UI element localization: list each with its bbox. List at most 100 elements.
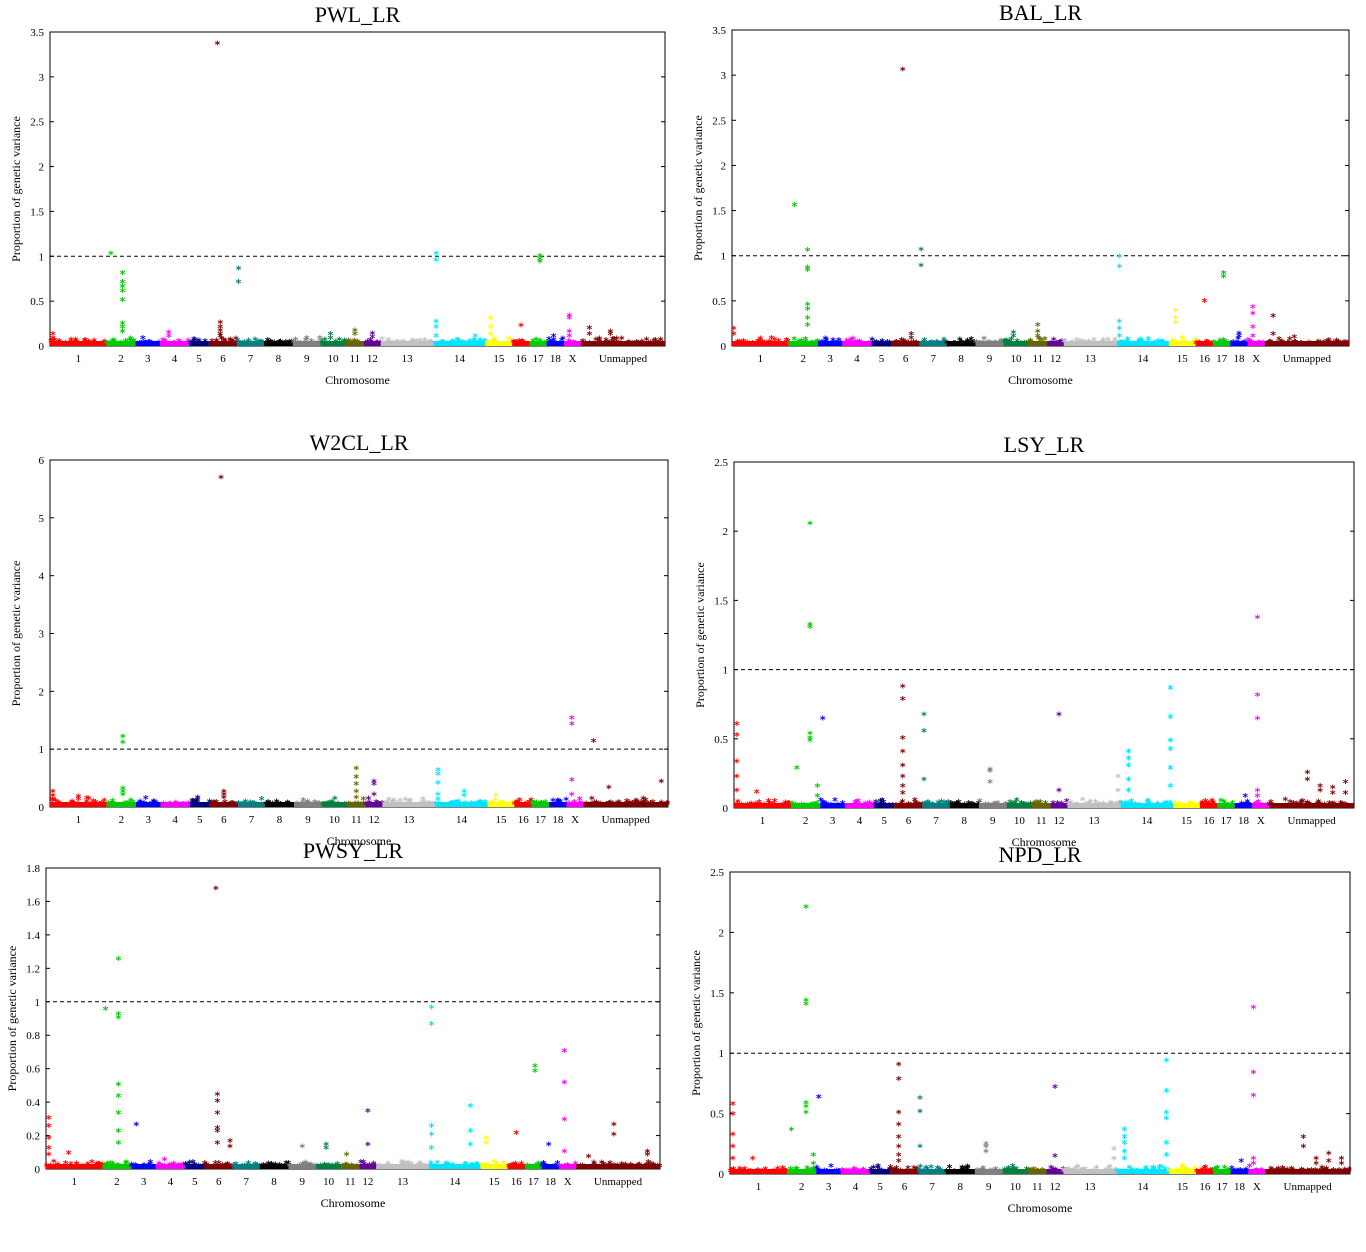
snp-point: * <box>900 760 906 773</box>
chromosome-label: 2 <box>118 353 124 365</box>
background-point: * <box>1293 800 1299 813</box>
background-point: * <box>69 337 75 350</box>
snp-point: * <box>493 791 499 804</box>
background-point: * <box>868 1166 874 1179</box>
background-point: * <box>919 799 925 812</box>
chromosome-band <box>238 802 265 807</box>
background-point: * <box>535 337 541 350</box>
background-point: * <box>1331 798 1337 811</box>
background-point: * <box>1246 799 1252 812</box>
background-point: * <box>728 1166 734 1179</box>
background-point: * <box>84 1161 90 1174</box>
background-point: * <box>1255 1166 1261 1179</box>
background-point: * <box>1135 338 1141 351</box>
background-point: * <box>1057 800 1063 813</box>
background-point: * <box>1162 1164 1168 1177</box>
chromosome-label: 7 <box>929 1181 935 1193</box>
background-point: * <box>1252 1166 1258 1179</box>
background-point: * <box>248 338 254 351</box>
snp-point: * <box>1168 781 1174 794</box>
background-point: * <box>291 337 297 350</box>
background-point: * <box>806 1165 812 1178</box>
background-point: * <box>1210 797 1216 810</box>
chromosome-label: 8 <box>271 1176 277 1188</box>
snp-point: * <box>435 778 441 791</box>
background-point: * <box>577 794 583 807</box>
chromosome-band <box>1032 803 1051 808</box>
background-point: * <box>616 798 622 811</box>
background-point: * <box>420 794 426 807</box>
background-point: * <box>1125 798 1131 811</box>
background-point: * <box>648 337 654 350</box>
background-point: * <box>1234 338 1240 351</box>
chromosome-label: 9 <box>987 353 993 365</box>
background-point: * <box>490 799 496 812</box>
background-point: * <box>488 798 494 811</box>
background-point: * <box>1156 336 1162 349</box>
background-point: * <box>440 337 446 350</box>
snp-point: * <box>221 792 227 805</box>
chart-title: BAL_LR <box>999 0 1082 25</box>
background-point: * <box>171 799 177 812</box>
background-point: * <box>740 1165 746 1178</box>
background-point: * <box>343 1160 349 1173</box>
background-point: * <box>1105 334 1111 347</box>
background-point: * <box>1287 797 1293 810</box>
background-point: * <box>349 1161 355 1174</box>
background-point: * <box>1257 338 1263 351</box>
chromosome-band <box>1028 1169 1047 1174</box>
chromosome-band <box>160 341 190 346</box>
chromosome-band <box>184 1164 205 1169</box>
background-point: * <box>537 336 543 349</box>
background-point: * <box>1057 337 1063 350</box>
snp-point: * <box>218 473 224 486</box>
background-point: * <box>784 799 790 812</box>
background-point: * <box>1214 1164 1220 1177</box>
background-point: * <box>623 798 629 811</box>
background-point: * <box>894 1163 900 1176</box>
snp-point: * <box>1343 788 1349 801</box>
background-point: * <box>922 800 928 813</box>
background-point: * <box>637 1159 643 1172</box>
background-point: * <box>648 798 654 811</box>
background-point: * <box>577 1161 583 1174</box>
snp-point: * <box>828 1161 834 1174</box>
background-point: * <box>772 334 778 347</box>
background-point: * <box>898 338 904 351</box>
snp-point: * <box>46 1133 52 1146</box>
background-point: * <box>566 799 572 812</box>
background-point: * <box>1004 335 1010 348</box>
background-point: * <box>1079 1165 1085 1178</box>
background-point: * <box>1086 338 1092 351</box>
snp-point: * <box>433 255 439 268</box>
background-point: * <box>567 338 573 351</box>
snp-point: * <box>1202 296 1208 309</box>
chromosome-band <box>1003 341 1029 346</box>
background-point: * <box>1210 798 1216 811</box>
background-point: * <box>1330 1165 1336 1178</box>
background-point: * <box>1309 1165 1315 1178</box>
background-point: * <box>823 799 829 812</box>
chromosome-band <box>1002 1169 1029 1174</box>
background-point: * <box>583 798 589 811</box>
snp-point: * <box>1343 777 1349 790</box>
y-tick-label: 5 <box>39 513 45 525</box>
snp-point: * <box>468 1126 474 1139</box>
background-point: * <box>1221 796 1227 809</box>
snp-point: * <box>569 719 575 732</box>
chromosome-label: 14 <box>1137 353 1149 365</box>
background-point: * <box>893 337 899 350</box>
chromosome-label: 18 <box>550 353 562 365</box>
background-point: * <box>454 335 460 348</box>
background-point: * <box>759 1166 765 1179</box>
chromosome-label: 5 <box>877 1181 883 1193</box>
background-point: * <box>935 1164 941 1177</box>
background-point: * <box>769 337 775 350</box>
background-point: * <box>610 334 616 347</box>
snp-point: * <box>50 333 56 346</box>
background-point: * <box>1206 337 1212 350</box>
chromosome-label: 3 <box>827 353 833 365</box>
snp-point: * <box>1164 1056 1170 1069</box>
snp-point: * <box>1126 774 1132 787</box>
background-point: * <box>1290 1166 1296 1179</box>
